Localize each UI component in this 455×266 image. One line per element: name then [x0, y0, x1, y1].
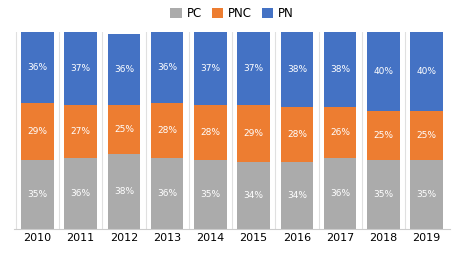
Text: 35%: 35%: [374, 190, 394, 199]
Bar: [65, 32, 97, 105]
Bar: [281, 162, 313, 229]
Text: 36%: 36%: [114, 65, 134, 74]
Bar: [194, 105, 227, 160]
Bar: [194, 32, 227, 105]
Bar: [324, 107, 356, 158]
Bar: [151, 32, 183, 103]
Text: 25%: 25%: [417, 131, 437, 140]
Bar: [108, 34, 140, 105]
Bar: [238, 162, 270, 229]
Legend: PC, PNC, PN: PC, PNC, PN: [166, 2, 298, 25]
Text: 29%: 29%: [27, 127, 47, 136]
Text: 29%: 29%: [244, 129, 264, 138]
Bar: [367, 111, 399, 160]
Bar: [65, 158, 97, 229]
Bar: [324, 32, 356, 107]
Bar: [410, 32, 443, 111]
Bar: [151, 158, 183, 229]
Text: 28%: 28%: [157, 126, 177, 135]
Bar: [367, 32, 399, 111]
Text: 35%: 35%: [417, 190, 437, 199]
Text: 40%: 40%: [374, 67, 394, 76]
Text: 34%: 34%: [244, 191, 264, 200]
Bar: [410, 111, 443, 160]
Text: 28%: 28%: [200, 128, 220, 137]
Bar: [194, 160, 227, 229]
Text: 38%: 38%: [330, 65, 350, 74]
Bar: [238, 105, 270, 162]
Text: 38%: 38%: [287, 65, 307, 74]
Text: 35%: 35%: [27, 190, 47, 199]
Text: 36%: 36%: [71, 189, 91, 198]
Text: 28%: 28%: [287, 130, 307, 139]
Bar: [21, 103, 54, 160]
Text: 36%: 36%: [157, 63, 177, 72]
Bar: [21, 32, 54, 103]
Text: 35%: 35%: [200, 190, 221, 199]
Text: 37%: 37%: [243, 64, 264, 73]
Text: 38%: 38%: [114, 187, 134, 196]
Text: 40%: 40%: [417, 67, 437, 76]
Text: 34%: 34%: [287, 191, 307, 200]
Text: 25%: 25%: [374, 131, 394, 140]
Text: 37%: 37%: [200, 64, 221, 73]
Bar: [21, 160, 54, 229]
Bar: [238, 32, 270, 105]
Text: 36%: 36%: [27, 63, 47, 72]
Bar: [108, 154, 140, 229]
Text: 36%: 36%: [330, 189, 350, 198]
Bar: [324, 158, 356, 229]
Text: 26%: 26%: [330, 128, 350, 137]
Text: 25%: 25%: [114, 125, 134, 134]
Bar: [65, 105, 97, 158]
Bar: [151, 103, 183, 158]
Text: 36%: 36%: [157, 189, 177, 198]
Text: 27%: 27%: [71, 127, 91, 136]
Bar: [281, 107, 313, 162]
Bar: [410, 160, 443, 229]
Bar: [367, 160, 399, 229]
Text: 37%: 37%: [71, 64, 91, 73]
Bar: [108, 105, 140, 154]
Bar: [281, 32, 313, 107]
